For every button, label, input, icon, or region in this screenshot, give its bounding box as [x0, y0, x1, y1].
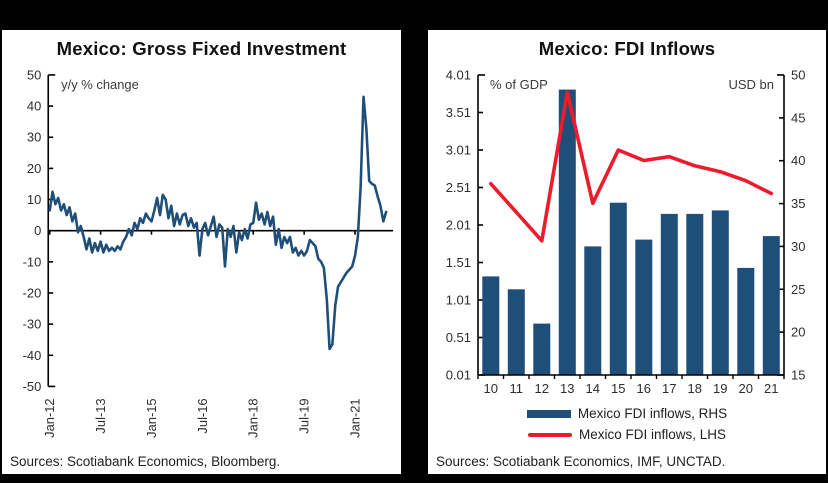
fdi-bar	[737, 267, 755, 375]
fdi-right-tick-label: 50	[791, 68, 805, 83]
gfi-y-tick-label: 40	[27, 98, 41, 113]
fdi-bar	[558, 89, 576, 375]
gfi-y-tick-label: 10	[27, 192, 41, 207]
fdi-right-tick-label: 15	[791, 368, 805, 383]
fdi-right-tick-label: 40	[791, 153, 805, 168]
gfi-y-tick-label: -50	[23, 379, 42, 394]
fdi-bar	[762, 236, 780, 375]
gfi-y-tick-label: -30	[23, 317, 42, 332]
fdi-bar	[635, 239, 653, 375]
fdi-x-tick-label: 10	[484, 381, 498, 396]
gfi-x-tick-label: Jul-13	[93, 398, 108, 433]
fdi-left-tick-label: 3.51	[446, 105, 471, 120]
fdi-right-axis-label: USD bn	[728, 77, 774, 92]
fdi-left-tick-label: 1.51	[446, 255, 471, 270]
gfi-panel: Mexico: Gross Fixed Investment 50 40 30 20 1…	[2, 30, 401, 474]
legend-row: Mexico FDI inflows, RHS	[526, 404, 728, 423]
fdi-x-tick-label: 17	[662, 381, 676, 396]
fdi-right-tick-label: 35	[791, 196, 805, 211]
fdi-x-tick-label: 15	[611, 381, 625, 396]
gfi-y-tick-label: 0	[34, 223, 41, 238]
legend-line-swatch	[527, 432, 572, 437]
fdi-right-axis: 50 45 40 35 30 25 20 15	[777, 68, 805, 383]
fdi-bar	[711, 210, 729, 375]
legend-bar-swatch	[526, 409, 571, 418]
fdi-bar	[609, 202, 627, 375]
gfi-line-series	[48, 95, 388, 351]
fdi-left-axis: 4.01 3.51 3.01 2.51 2.01 1.51 1.01 0.51 0.01	[446, 68, 485, 383]
fdi-left-tick-label: 0.51	[446, 330, 471, 345]
gfi-unit-label: y/y % change	[61, 77, 139, 92]
fdi-left-tick-label: 4.01	[446, 68, 471, 83]
fdi-bar	[584, 246, 602, 375]
fdi-chart: 4.01 3.51 3.01 2.51 2.01 1.51 1.01 0.51 0.01 50 45…	[446, 68, 806, 397]
gfi-y-tick-label: -10	[23, 254, 42, 269]
gfi-y-tick-label: 20	[27, 161, 41, 176]
fdi-x-tick-label: 21	[764, 381, 778, 396]
legend-label: Mexico FDI inflows, RHS	[577, 406, 728, 421]
fdi-right-tick-label: 45	[791, 110, 805, 125]
fdi-panel: Mexico: FDI Inflows 4.01 3.51 3.01 2.51 2.01…	[428, 30, 826, 474]
gfi-sources: Sources: Scotiabank Economics, Bloomberg…	[10, 454, 281, 469]
legend-row: Mexico FDI inflows, LHS	[527, 425, 727, 444]
fdi-left-tick-label: 1.01	[446, 293, 471, 308]
fdi-sources: Sources: Scotiabank Economics, IMF, UNCT…	[436, 454, 726, 469]
gfi-y-tick-label: -40	[23, 348, 42, 363]
gfi-chart-title: Mexico: Gross Fixed Investment	[56, 38, 347, 59]
gfi-x-tick-label: Jan-12	[42, 398, 57, 438]
gfi-x-tick-label: Jan-18	[246, 398, 261, 438]
fdi-right-tick-label: 20	[791, 325, 805, 340]
gfi-y-tick-label: 50	[27, 67, 41, 82]
fdi-line-series	[488, 90, 774, 243]
fdi-bar	[507, 289, 525, 375]
fdi-x-tick-label: 13	[560, 381, 574, 396]
fdi-legend: Mexico FDI inflows, RHS Mexico FDI inflow…	[428, 404, 826, 444]
gfi-x-tick-label: Jan-15	[144, 398, 159, 438]
fdi-x-tick-label: 14	[586, 381, 600, 396]
gfi-x-tick-label: Jan-21	[347, 398, 362, 438]
fdi-bar-series	[482, 89, 780, 375]
fdi-left-tick-label: 3.01	[446, 143, 471, 158]
fdi-bar	[482, 276, 500, 375]
fdi-chart-title: Mexico: FDI Inflows	[538, 38, 716, 59]
fdi-x-tick-label: 19	[713, 381, 727, 396]
fdi-right-tick-label: 30	[791, 239, 805, 254]
fdi-x-tick-label: 18	[688, 381, 702, 396]
gfi-y-tick-label: 30	[27, 130, 41, 145]
fdi-bar	[686, 213, 704, 375]
fdi-left-axis-label: % of GDP	[490, 77, 548, 92]
legend-label: Mexico FDI inflows, LHS	[578, 427, 727, 442]
fdi-x-tick-label: 16	[637, 381, 651, 396]
fdi-right-tick-label: 25	[791, 282, 805, 297]
fdi-x-tick-label: 12	[535, 381, 549, 396]
fdi-x-tick-label: 20	[739, 381, 753, 396]
fdi-bar	[660, 213, 678, 375]
fdi-bar	[533, 323, 551, 375]
fdi-x-axis: 10 11 12 13 14 15 16 17 18 19 20 21	[477, 374, 785, 396]
gfi-y-tick-label: -20	[23, 285, 42, 300]
fdi-left-tick-label: 0.01	[446, 368, 471, 383]
fdi-x-tick-label: 11	[510, 381, 524, 396]
gfi-x-tick-label: Jul-16	[195, 398, 210, 433]
fdi-left-tick-label: 2.01	[446, 218, 471, 233]
fdi-left-tick-label: 2.51	[446, 180, 471, 195]
gfi-x-tick-label: Jul-19	[297, 398, 312, 433]
gfi-x-axis: Jan-12 Jul-13 Jan-15 Jul-16 Jan-18 Jul-19 Jan-…	[42, 229, 394, 438]
